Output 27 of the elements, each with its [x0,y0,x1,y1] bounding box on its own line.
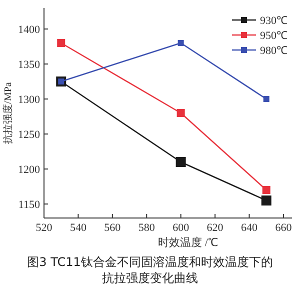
point [263,96,270,102]
point [178,40,184,46]
legend-label: 980℃ [260,45,288,57]
x-axis-title: 时效温度 /℃ [158,236,218,249]
x-tick-label: 520 [36,222,53,234]
legend-label: 930℃ [260,15,288,27]
x-tick-label: 580 [138,222,156,234]
y-tick-label: 1400 [18,24,40,36]
point [176,157,186,167]
x-tick-label: 620 [206,222,224,234]
point [57,39,66,47]
y-tick-label: 1300 [18,94,40,106]
x-tick-label: 560 [104,222,122,234]
y-tick-label: 1250 [18,129,40,141]
y-axis-title: 抗拉强度/MPa [2,82,14,144]
legend-label: 950℃ [260,30,288,42]
x-tick-label: 540 [70,222,87,234]
point [176,109,185,117]
point [261,196,272,206]
x-tick-label: 660 [275,222,292,234]
text: 图3 TC11钛合金不同固溶温度和时效温度下的抗拉强度变化曲线 [27,255,273,285]
y-tick-label: 1350 [18,59,40,71]
x-tick-label: 640 [240,222,258,234]
x-tick-label: 600 [172,222,190,234]
point [262,186,270,194]
y-tick-label: 1200 [18,164,40,176]
y-tick-label: 1150 [18,199,40,211]
